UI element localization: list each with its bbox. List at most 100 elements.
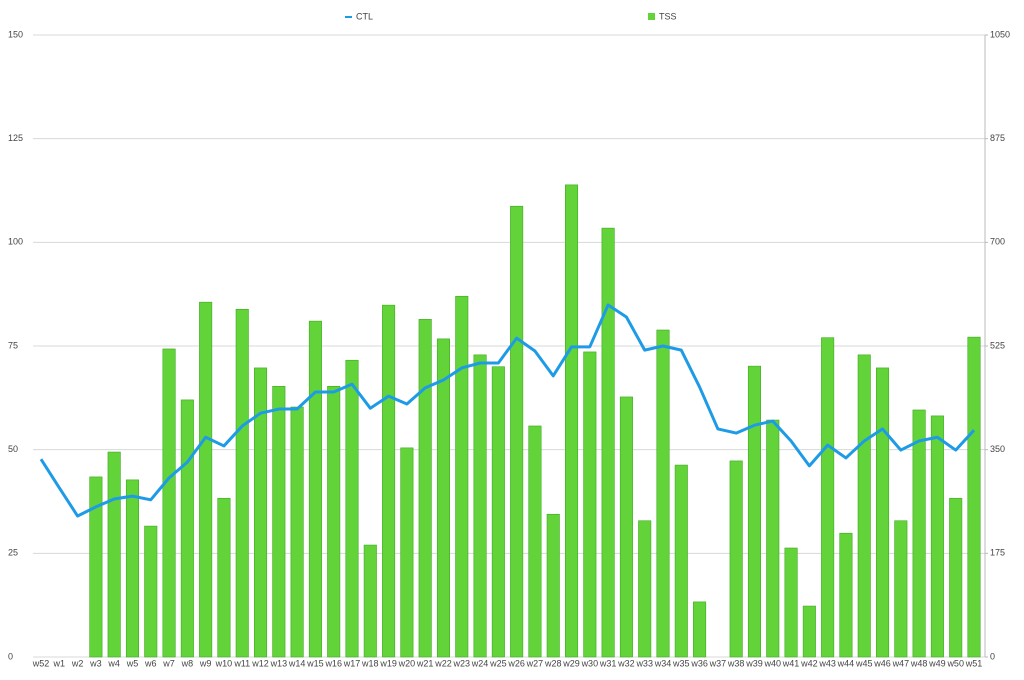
bar <box>857 354 871 658</box>
x-tick-label: w7 <box>162 658 175 668</box>
legend-label: TSS <box>659 11 677 21</box>
bar <box>235 308 249 658</box>
y2-tick-label: 525 <box>990 340 1005 350</box>
y2-tick-label: 0 <box>990 651 995 661</box>
x-tick-label: w16 <box>324 658 342 668</box>
bar <box>363 544 377 658</box>
y2-tick-label: 1050 <box>990 29 1010 39</box>
bar <box>802 605 816 658</box>
bar <box>784 547 798 658</box>
bar <box>436 338 450 658</box>
x-tick-label: w19 <box>379 658 397 668</box>
x-tick-label: w22 <box>434 658 452 668</box>
bar <box>821 337 835 658</box>
x-tick-label: w3 <box>89 658 102 668</box>
bar <box>876 367 890 658</box>
x-tick-label: w41 <box>782 658 800 668</box>
bar <box>418 319 432 658</box>
bar <box>949 497 963 658</box>
x-tick-label: w40 <box>764 658 782 668</box>
line <box>39 303 976 518</box>
x-tick-label: w18 <box>361 658 379 668</box>
x-tick-label: w9 <box>199 658 212 668</box>
x-tick-label: w52 <box>32 658 50 668</box>
bar <box>601 227 615 658</box>
x-tick-label: w49 <box>928 658 946 668</box>
bar <box>180 399 194 658</box>
bar <box>89 476 103 658</box>
x-tick-label: w20 <box>398 658 416 668</box>
y-tick-label: 125 <box>8 133 23 143</box>
bar <box>473 354 487 658</box>
x-tick-label: w45 <box>855 658 873 668</box>
x-tick-label: w25 <box>489 658 507 668</box>
y-tick-label: 150 <box>8 29 23 39</box>
y-tick-label: 0 <box>8 651 13 661</box>
x-tick-label: w24 <box>471 658 489 668</box>
x-tick-label: w51 <box>965 658 983 668</box>
bar <box>345 359 359 658</box>
x-tick-label: w13 <box>270 658 288 668</box>
bar <box>491 366 505 658</box>
x-tick-label: w47 <box>892 658 910 668</box>
bar <box>619 396 633 658</box>
bar <box>747 365 761 658</box>
bar <box>766 419 780 658</box>
x-tick-label: w4 <box>107 658 120 668</box>
bar <box>674 464 688 658</box>
x-tick-label: w39 <box>745 658 763 668</box>
bar <box>839 532 853 658</box>
legend-label: CTL <box>356 11 373 21</box>
x-tick-label: w42 <box>800 658 818 668</box>
x-tick-label: w35 <box>672 658 690 668</box>
legend-swatch <box>648 13 655 20</box>
x-tick-label: w6 <box>144 658 157 668</box>
bar <box>290 406 304 658</box>
bar <box>967 336 981 658</box>
bar <box>894 520 908 658</box>
y2-tick-label: 350 <box>990 444 1005 454</box>
bar <box>308 320 322 658</box>
x-tick-label: w8 <box>181 658 194 668</box>
bar <box>638 520 652 658</box>
bar <box>254 367 268 658</box>
bar <box>455 295 469 658</box>
bar <box>729 460 743 658</box>
x-tick-label: w2 <box>71 658 84 668</box>
bar <box>528 425 542 658</box>
x-tick-label: w37 <box>709 658 727 668</box>
x-tick-label: w44 <box>837 658 855 668</box>
x-tick-label: w38 <box>727 658 745 668</box>
bar <box>107 451 121 658</box>
x-tick-label: w29 <box>562 658 580 668</box>
bar <box>382 304 396 658</box>
bar <box>217 497 231 658</box>
bar <box>656 329 670 658</box>
x-tick-label: w1 <box>53 658 66 668</box>
x-tick-label: w23 <box>453 658 471 668</box>
x-tick-label: w15 <box>306 658 324 668</box>
x-tick-label: w32 <box>617 658 635 668</box>
x-tick-label: w34 <box>654 658 672 668</box>
y-tick-label: 25 <box>8 548 18 558</box>
x-tick-label: w30 <box>581 658 599 668</box>
bar <box>327 385 341 658</box>
bar <box>546 513 560 658</box>
bar <box>400 447 414 658</box>
y2-tick-label: 875 <box>990 133 1005 143</box>
x-tick-label: w11 <box>233 658 250 668</box>
bar <box>583 351 597 658</box>
x-tick-label: w50 <box>946 658 964 668</box>
bar <box>125 479 139 658</box>
bar <box>144 525 158 658</box>
x-tick-label: w43 <box>818 658 836 668</box>
x-tick-label: w36 <box>690 658 708 668</box>
x-tick-label: w17 <box>343 658 361 668</box>
x-tick-label: w26 <box>507 658 525 668</box>
x-tick-label: w14 <box>288 658 306 668</box>
x-tick-label: w12 <box>251 658 269 668</box>
bar <box>565 184 579 658</box>
bar <box>912 409 926 658</box>
y2-tick-label: 175 <box>990 548 1005 558</box>
